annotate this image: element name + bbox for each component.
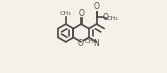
Text: CH₃: CH₃	[107, 16, 118, 21]
Text: O: O	[77, 39, 83, 48]
Text: O: O	[94, 2, 100, 11]
Text: CH₃: CH₃	[60, 11, 71, 16]
Text: O: O	[78, 9, 84, 18]
Text: N: N	[94, 39, 99, 48]
Text: O: O	[102, 13, 108, 22]
Text: CH₃: CH₃	[85, 39, 96, 44]
